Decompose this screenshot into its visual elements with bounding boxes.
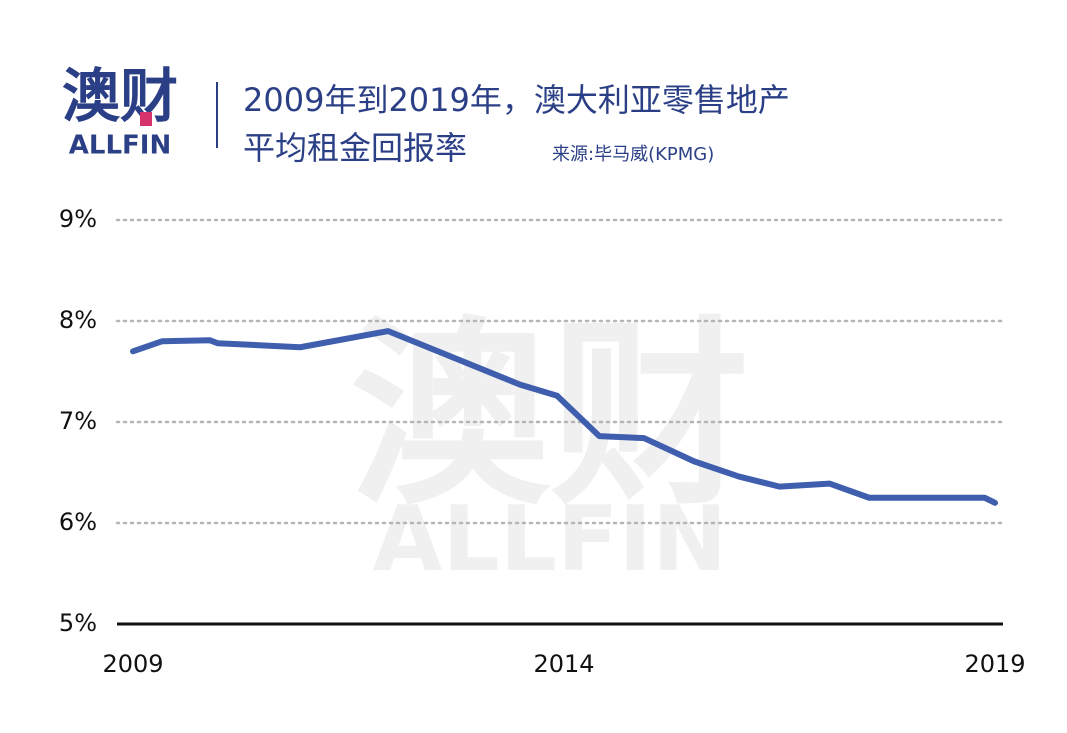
logo: 澳财 [62,62,178,130]
source: 来源:毕马威(KPMG) [552,144,714,165]
y-tick-label: 9% [59,205,97,233]
logo-sub: ALLFIN [69,131,171,161]
y-tick-label: 8% [59,306,97,334]
y-tick-label: 7% [59,407,97,435]
y-tick-label: 6% [59,508,97,536]
watermark-sub: ALLFIN [373,487,728,592]
y-tick-label: 5% [59,609,97,637]
x-tick-label: 2019 [964,650,1025,678]
data-line [130,328,998,506]
watermark: 澳财 [350,300,750,533]
chart-title: 2009年到2019年，澳大利亚零售地产 [243,81,790,119]
logo-accent [140,112,152,126]
x-tick-label: 2009 [102,650,163,678]
x-tick-label: 2014 [533,650,594,678]
chart-title: 平均租金回报率 [243,129,467,167]
